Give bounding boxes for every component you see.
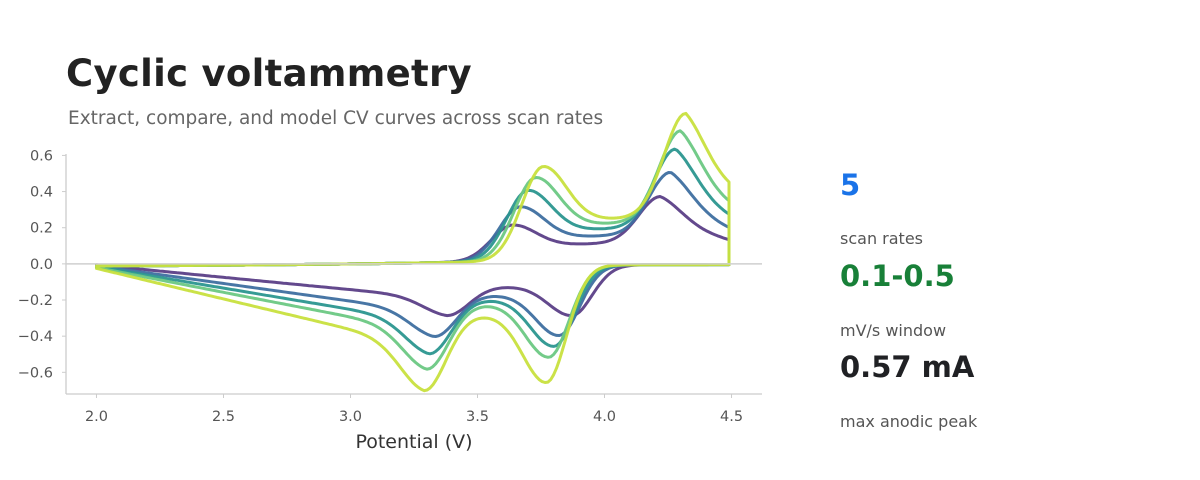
x-tick-label: 4.5 bbox=[720, 409, 743, 425]
y-tick-label: −0.4 bbox=[18, 329, 53, 345]
x-tick-label: 4.0 bbox=[593, 409, 616, 425]
cv-curves bbox=[95, 111, 731, 393]
y-tick-label: 0.0 bbox=[30, 257, 53, 273]
x-tick-label: 2.5 bbox=[212, 409, 235, 425]
chart-axes: 2.0 2.5 3.0 3.5 4.0 4.5 0.6 0.4 0.2 0.0 −0.2 −0.4 −0… bbox=[18, 148, 762, 425]
page-title: Cyclic voltammetry bbox=[66, 52, 472, 95]
x-tick-label: 3.0 bbox=[339, 409, 362, 425]
x-tick-label: 3.5 bbox=[466, 409, 489, 425]
stat-window-label: mV/s window bbox=[840, 321, 947, 340]
stat-scan-rates-value: 5 bbox=[840, 168, 861, 202]
x-axis-title: Potential (V) bbox=[355, 431, 472, 453]
stat-max-peak-value: 0.57 mA bbox=[840, 350, 975, 384]
cv-series-5-line bbox=[95, 111, 731, 393]
y-tick-label: −0.6 bbox=[18, 365, 53, 381]
stat-window-value: 0.1-0.5 bbox=[840, 259, 955, 293]
stat-max-peak-label: max anodic peak bbox=[840, 412, 978, 431]
cv-series-2-line bbox=[95, 171, 731, 338]
cv-series-4-line bbox=[95, 129, 731, 371]
cv-series-3-line bbox=[95, 147, 731, 356]
y-tick-label: 0.6 bbox=[30, 148, 53, 164]
y-tick-label: 0.4 bbox=[30, 185, 53, 201]
y-tick-label: 0.2 bbox=[30, 221, 53, 237]
stat-scan-rates-label: scan rates bbox=[840, 229, 923, 248]
page-subtitle: Extract, compare, and model CV curves ac… bbox=[68, 108, 604, 129]
x-tick-label: 2.0 bbox=[85, 409, 108, 425]
y-tick-label: −0.2 bbox=[18, 293, 53, 309]
